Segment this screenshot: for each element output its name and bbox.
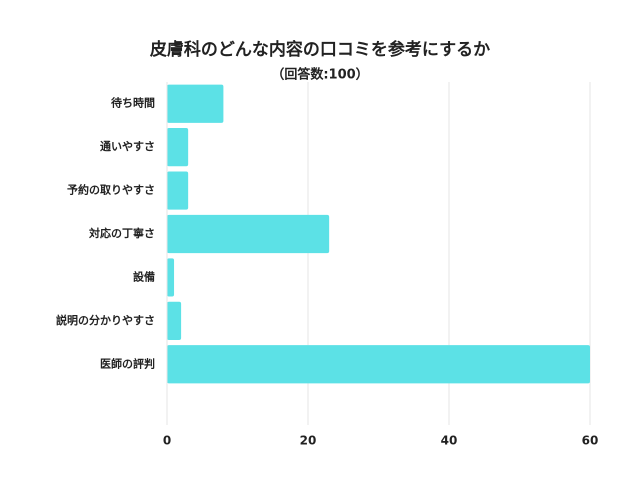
y-tick-label: 待ち時間 [110,96,155,110]
x-tick-label: 60 [582,434,599,448]
y-tick-label: 医師の評判 [100,356,155,370]
bar [167,345,590,384]
x-tick-label: 20 [300,434,317,448]
bar [167,214,330,254]
x-tick-label: 40 [441,434,458,448]
bar [167,258,175,297]
y-tick-label: 対応の丁寧さ [88,226,155,240]
y-tick-label: 設備 [133,269,155,283]
bar [167,84,224,123]
x-tick-label: 0 [163,434,171,448]
bar [167,301,182,340]
bar [167,171,189,210]
chart-title: 皮膚科のどんな内容の口コミを参考にするか [150,39,490,60]
y-tick-label: 予約の取りやすさ [67,183,155,197]
bar [167,128,189,167]
y-tick-label: 説明の分かりやすさ [56,313,155,327]
y-tick-label: 通いやすさ [100,140,155,153]
chart-subtitle: （回答数:100） [271,67,368,83]
